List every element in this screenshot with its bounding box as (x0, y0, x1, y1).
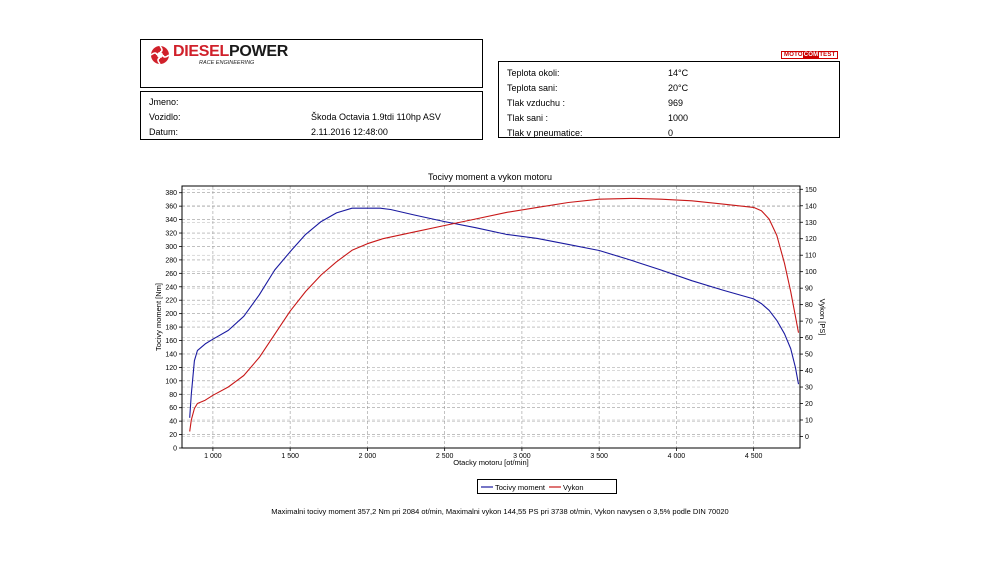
brand-title: DIESELPOWER (173, 43, 288, 60)
y2-tick-label: 110 (805, 253, 816, 260)
y2-tick-label: 120 (805, 236, 817, 243)
y-tick-label: 40 (169, 419, 177, 426)
cond-label-air-pressure: Tlak vzduchu : (507, 98, 566, 108)
brand-logo: DIESELPOWER RACE ENGINEERING (150, 44, 288, 67)
grid (182, 186, 800, 449)
y-tick-label: 160 (165, 338, 177, 345)
y-tick-label: 20 (169, 432, 177, 439)
vehicle-info-box (140, 91, 483, 140)
cond-value-intake-temp: 20°C (668, 83, 689, 93)
legend (477, 479, 617, 494)
cond-value-ambient-temp: 14°C (668, 68, 689, 78)
x-tick-label: 2 000 (359, 453, 377, 460)
cond-value-air-pressure: 969 (668, 98, 684, 108)
vehicle-value-date: 2.11.2016 12:48:00 (311, 127, 388, 137)
y-tick-label: 360 (165, 204, 177, 211)
y-tick-label: 320 (165, 231, 177, 238)
y-tick-label: 60 (169, 405, 177, 412)
x-tick-label: 4 500 (745, 453, 763, 460)
y2-tick-label: 90 (805, 286, 813, 293)
y2-tick-label: 30 (805, 385, 813, 392)
y-tick-label: 200 (165, 311, 177, 318)
motocomtest-logo: MOTOCOMTEST (781, 51, 839, 59)
x-tick-label: 3 500 (590, 453, 608, 460)
x-tick-label: 4 000 (668, 453, 686, 460)
y2-tick-label: 100 (805, 269, 817, 276)
y2-tick-label: 60 (805, 335, 813, 342)
y-tick-label: 380 (165, 190, 177, 197)
vehicle-value-car: Škoda Octavia 1.9tdi 110hp ASV (311, 112, 441, 122)
torque-line (189, 207, 800, 418)
y2-tick-label: 150 (805, 187, 817, 194)
legend-entries: Tocivy moment Vykon (481, 483, 584, 492)
y-tick-label: 100 (165, 378, 177, 385)
chart-title: Tocivy moment a vykon motoru (428, 172, 552, 182)
vehicle-label-name: Jmeno: (149, 97, 179, 107)
y-tick-label: 120 (165, 365, 177, 372)
y-tick-label: 140 (165, 351, 177, 358)
y-tick-label: 300 (165, 244, 177, 251)
x-tick-label: 3 000 (513, 453, 531, 460)
legend-label-torque: Tocivy moment (495, 483, 546, 492)
cond-value-tire-pressure: 0 (668, 128, 674, 138)
y-tick-label: 0 (173, 446, 177, 453)
y-tick-label: 260 (165, 271, 177, 278)
max-values-note: Maximalni tocivy moment 357,2 Nm pri 208… (271, 507, 729, 516)
y-tick-label: 280 (165, 257, 177, 264)
brand-header-box (140, 39, 483, 88)
y2-tick-label: 140 (805, 203, 817, 210)
y2-axis-label: Vykon [PS] (818, 299, 827, 336)
vehicle-label-date: Datum: (149, 127, 179, 137)
x-tick-label: 1 000 (204, 453, 222, 460)
turbo-wheel-icon (150, 45, 170, 65)
y2-tick-label: 70 (805, 319, 813, 326)
vehicle-label-car: Vozidlo: (149, 112, 181, 122)
conditions-box (498, 61, 840, 138)
cond-value-intake-pressure: 1000 (668, 113, 689, 123)
legend-label-power: Vykon (563, 483, 584, 492)
x-axis-label: Otacky motoru [ot/min] (453, 458, 528, 467)
cond-label-intake-temp: Teplota sani: (507, 83, 558, 93)
y2-tick-label: 40 (805, 368, 813, 375)
brand-subtitle: RACE ENGINEERING (199, 60, 255, 66)
y2-tick-label: 10 (805, 417, 813, 424)
x-tick-label: 1 500 (281, 453, 299, 460)
y2-tick-label: 130 (805, 220, 817, 227)
y2-tick-label: 20 (805, 401, 813, 408)
y-tick-label: 240 (165, 284, 177, 291)
power-line (189, 197, 800, 432)
y2-tick-label: 50 (805, 352, 813, 359)
x-tick-label: 2 500 (436, 453, 454, 460)
y2-tick-label: 80 (805, 302, 813, 309)
axes: 0204060801001201401601802002202402602803… (165, 187, 816, 460)
y2-tick-label: 0 (805, 434, 809, 441)
cond-label-intake-pressure: Tlak sani : (507, 113, 549, 123)
cond-label-ambient-temp: Teplota okoli: (507, 68, 560, 78)
y-tick-label: 220 (165, 298, 177, 305)
cond-label-tire-pressure: Tlak v pneumatice: (507, 128, 583, 138)
y-axis-label: Tocivy moment [Nm] (154, 283, 163, 351)
plot-frame (181, 185, 801, 449)
y-tick-label: 340 (165, 217, 177, 224)
series (189, 197, 800, 432)
y-tick-label: 80 (169, 392, 177, 399)
y-tick-label: 180 (165, 325, 177, 332)
